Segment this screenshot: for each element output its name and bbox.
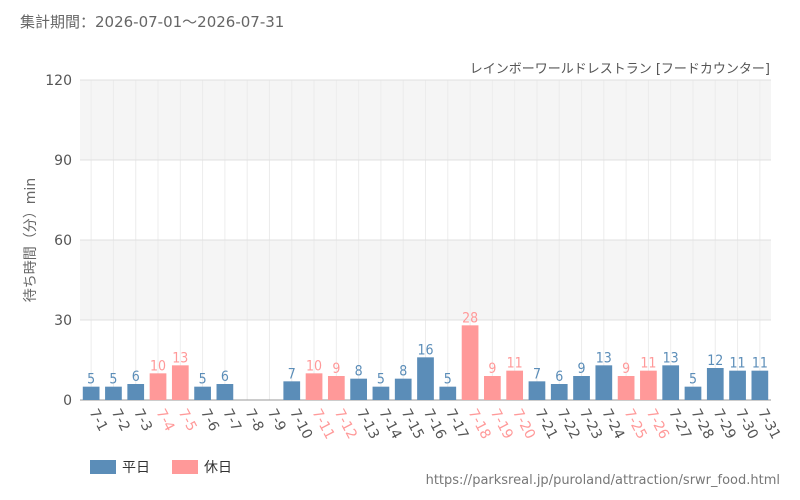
data-label: 8 <box>355 364 363 380</box>
bar <box>194 386 211 400</box>
y-tick-label: 90 <box>54 153 72 169</box>
y-tick-label: 120 <box>45 73 72 89</box>
legend-label-weekday: 平日 <box>122 460 150 476</box>
data-label: 13 <box>663 350 679 366</box>
data-label: 6 <box>555 369 563 385</box>
bar <box>105 386 122 400</box>
bar <box>350 378 367 400</box>
y-tick-label: 30 <box>54 313 72 329</box>
legend-label-holiday: 休日 <box>204 460 232 476</box>
data-label: 9 <box>332 361 340 377</box>
bar <box>171 365 189 400</box>
x-tick-label: 7-2 <box>108 406 133 434</box>
bar <box>506 370 524 400</box>
data-label: 9 <box>622 361 630 377</box>
bar <box>550 384 568 400</box>
bar <box>640 370 657 400</box>
bar <box>684 386 702 400</box>
x-tick-label: 7-9 <box>264 406 289 434</box>
y-tick-label: 60 <box>54 233 72 249</box>
bar <box>461 325 479 400</box>
data-label: 6 <box>221 369 229 385</box>
bar <box>729 370 746 400</box>
data-label: 11 <box>507 356 523 372</box>
bar <box>617 376 635 400</box>
legend-item-weekday: 平日 <box>90 457 150 477</box>
data-label: 5 <box>444 372 452 388</box>
data-label: 11 <box>640 356 656 372</box>
bar <box>595 365 613 400</box>
data-label: 5 <box>377 372 385 388</box>
data-label: 5 <box>87 372 95 388</box>
data-label: 13 <box>596 350 612 366</box>
legend-swatch-weekday <box>90 460 116 474</box>
legend-swatch-holiday <box>172 460 198 474</box>
bar <box>149 373 167 400</box>
bar <box>216 384 234 400</box>
bar <box>394 378 412 400</box>
x-tick-label: 7-4 <box>152 406 177 434</box>
x-tick-label: 7-6 <box>197 406 222 434</box>
x-tick-label: 7-5 <box>175 406 200 434</box>
bar <box>82 386 100 400</box>
bar <box>283 381 301 400</box>
data-label: 9 <box>578 361 586 377</box>
bar <box>751 370 769 400</box>
bar <box>706 368 724 400</box>
data-label: 6 <box>132 369 140 385</box>
bar <box>127 384 145 400</box>
bar <box>573 376 590 400</box>
legend-item-holiday: 休日 <box>172 457 232 477</box>
data-label: 7 <box>533 366 541 382</box>
data-label: 5 <box>689 372 697 388</box>
data-label: 13 <box>172 350 188 366</box>
data-label: 11 <box>730 356 746 372</box>
bar <box>305 373 323 400</box>
chart-subtitle: レインボーワールドレストラン [フードカウンター] <box>469 62 770 77</box>
data-label: 7 <box>288 366 296 382</box>
y-tick-label: 0 <box>63 393 72 409</box>
data-label: 11 <box>752 356 768 372</box>
legend: 平日 休日 <box>90 457 232 477</box>
data-label: 10 <box>150 358 166 374</box>
data-label: 28 <box>462 310 478 326</box>
data-label: 8 <box>399 364 407 380</box>
data-label: 12 <box>707 353 723 369</box>
data-label: 10 <box>306 358 322 374</box>
x-tick-label: 7-3 <box>130 406 155 434</box>
bar <box>439 386 457 400</box>
bar <box>327 376 345 400</box>
data-label: 5 <box>109 372 117 388</box>
x-tick-label: 7-7 <box>219 406 244 434</box>
bar <box>484 376 501 400</box>
data-label: 5 <box>199 372 207 388</box>
source-link[interactable]: https://parksreal.jp/puroland/attraction… <box>425 473 780 488</box>
bar <box>417 357 434 400</box>
bar-chart: 0 30 60 90 120 5 7-1 5 7-2 6 7-3 10 7-4 13 7-5 5 7-6 6 7-7… <box>45 73 783 442</box>
bar <box>662 365 680 400</box>
x-tick-label: 7-1 <box>86 406 111 434</box>
bar <box>372 386 390 400</box>
bar <box>528 381 546 400</box>
data-label: 16 <box>417 342 433 358</box>
x-tick-label: 7-8 <box>242 406 267 434</box>
period-label: 集計期間：2026-07-01～2026-07-31 <box>20 13 285 31</box>
data-label: 9 <box>488 361 496 377</box>
x-tick-label: 7-31 <box>754 406 783 442</box>
